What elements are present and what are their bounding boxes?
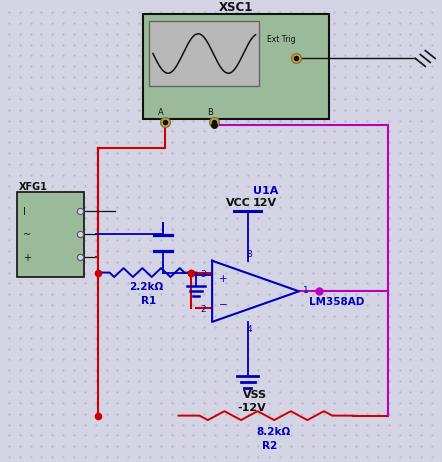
Bar	[17, 192, 84, 276]
Text: 2: 2	[200, 305, 206, 314]
Text: ~: ~	[23, 230, 31, 240]
Text: -12V: -12V	[238, 403, 267, 413]
Text: R1: R1	[141, 296, 156, 306]
Text: XFG1: XFG1	[19, 182, 48, 192]
Text: 4: 4	[247, 325, 252, 334]
Text: 1: 1	[303, 286, 309, 295]
Text: VCC: VCC	[226, 199, 251, 208]
Text: VSS: VSS	[243, 390, 267, 400]
Text: 12V: 12V	[252, 199, 277, 208]
Text: A: A	[158, 108, 164, 117]
Text: B: B	[207, 108, 213, 117]
Text: I: I	[23, 207, 26, 217]
Text: XSC1: XSC1	[219, 1, 253, 14]
Text: U1A: U1A	[252, 186, 278, 195]
Text: 8: 8	[247, 250, 252, 259]
Text: −: −	[219, 300, 228, 310]
Text: Ext Trig: Ext Trig	[267, 35, 296, 44]
Bar	[143, 14, 328, 119]
Bar	[149, 21, 259, 86]
Text: 8.2kΩ: 8.2kΩ	[256, 427, 290, 438]
Text: R2: R2	[262, 441, 277, 451]
Text: 3: 3	[200, 269, 206, 279]
Text: +: +	[219, 274, 228, 285]
Text: +: +	[23, 253, 30, 263]
Text: 2.2kΩ: 2.2kΩ	[129, 282, 164, 292]
Text: LM358AD: LM358AD	[309, 297, 364, 307]
